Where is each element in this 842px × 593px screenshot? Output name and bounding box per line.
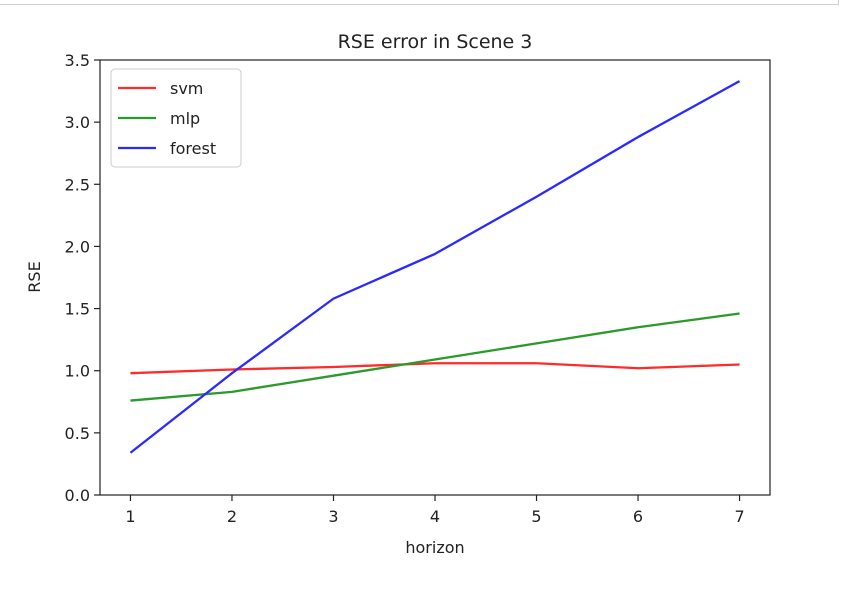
y-axis-label: RSE [25,261,44,292]
x-tick-label: 3 [328,507,338,526]
x-tick-label: 6 [633,507,643,526]
x-axis: 1 2 3 4 5 6 7 [125,495,745,526]
y-axis: 0.0 0.5 1.0 1.5 2.0 2.5 3.0 3.5 [65,51,100,505]
chart-title: RSE error in Scene 3 [338,31,533,53]
y-tick-label: 3.0 [65,113,90,132]
legend: svm mlp forest [110,68,242,168]
y-tick-label: 1.5 [65,300,90,319]
series-line-forest [129,80,741,454]
x-tick-label: 7 [734,507,744,526]
x-tick-label: 1 [125,507,135,526]
x-axis-label: horizon [405,538,464,557]
series-line-svm [130,362,740,375]
window-top-border [0,0,839,5]
x-tick-label: 5 [531,507,541,526]
y-tick-label: 3.5 [65,51,90,70]
legend-label-svm: svm [170,79,203,98]
x-tick-label: 2 [227,507,237,526]
legend-box [110,68,242,168]
legend-label-mlp: mlp [170,109,200,128]
y-tick-label: 1.0 [65,362,90,381]
legend-label-forest: forest [170,139,216,158]
series-line-mlp [130,312,740,402]
y-tick-label: 2.0 [65,237,90,256]
y-tick-label: 0.0 [65,486,90,505]
y-tick-label: 2.5 [65,175,90,194]
x-tick-label: 4 [430,507,440,526]
series-lines [129,80,741,454]
y-tick-label: 0.5 [65,424,90,443]
